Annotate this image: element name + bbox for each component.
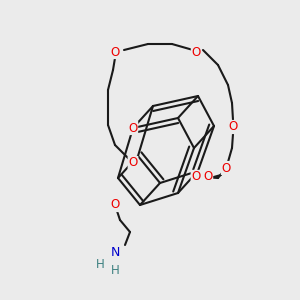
Text: N: N <box>110 247 120 260</box>
Text: O: O <box>228 121 238 134</box>
Text: O: O <box>110 46 120 59</box>
Text: O: O <box>110 199 120 212</box>
Text: O: O <box>191 170 201 184</box>
Text: O: O <box>128 157 138 169</box>
Text: O: O <box>221 161 231 175</box>
Text: O: O <box>128 157 138 169</box>
Text: O: O <box>191 46 201 59</box>
Text: O: O <box>128 122 138 134</box>
Text: O: O <box>203 170 213 184</box>
Text: O: O <box>191 170 201 184</box>
Text: H: H <box>96 259 104 272</box>
Text: H: H <box>111 263 119 277</box>
